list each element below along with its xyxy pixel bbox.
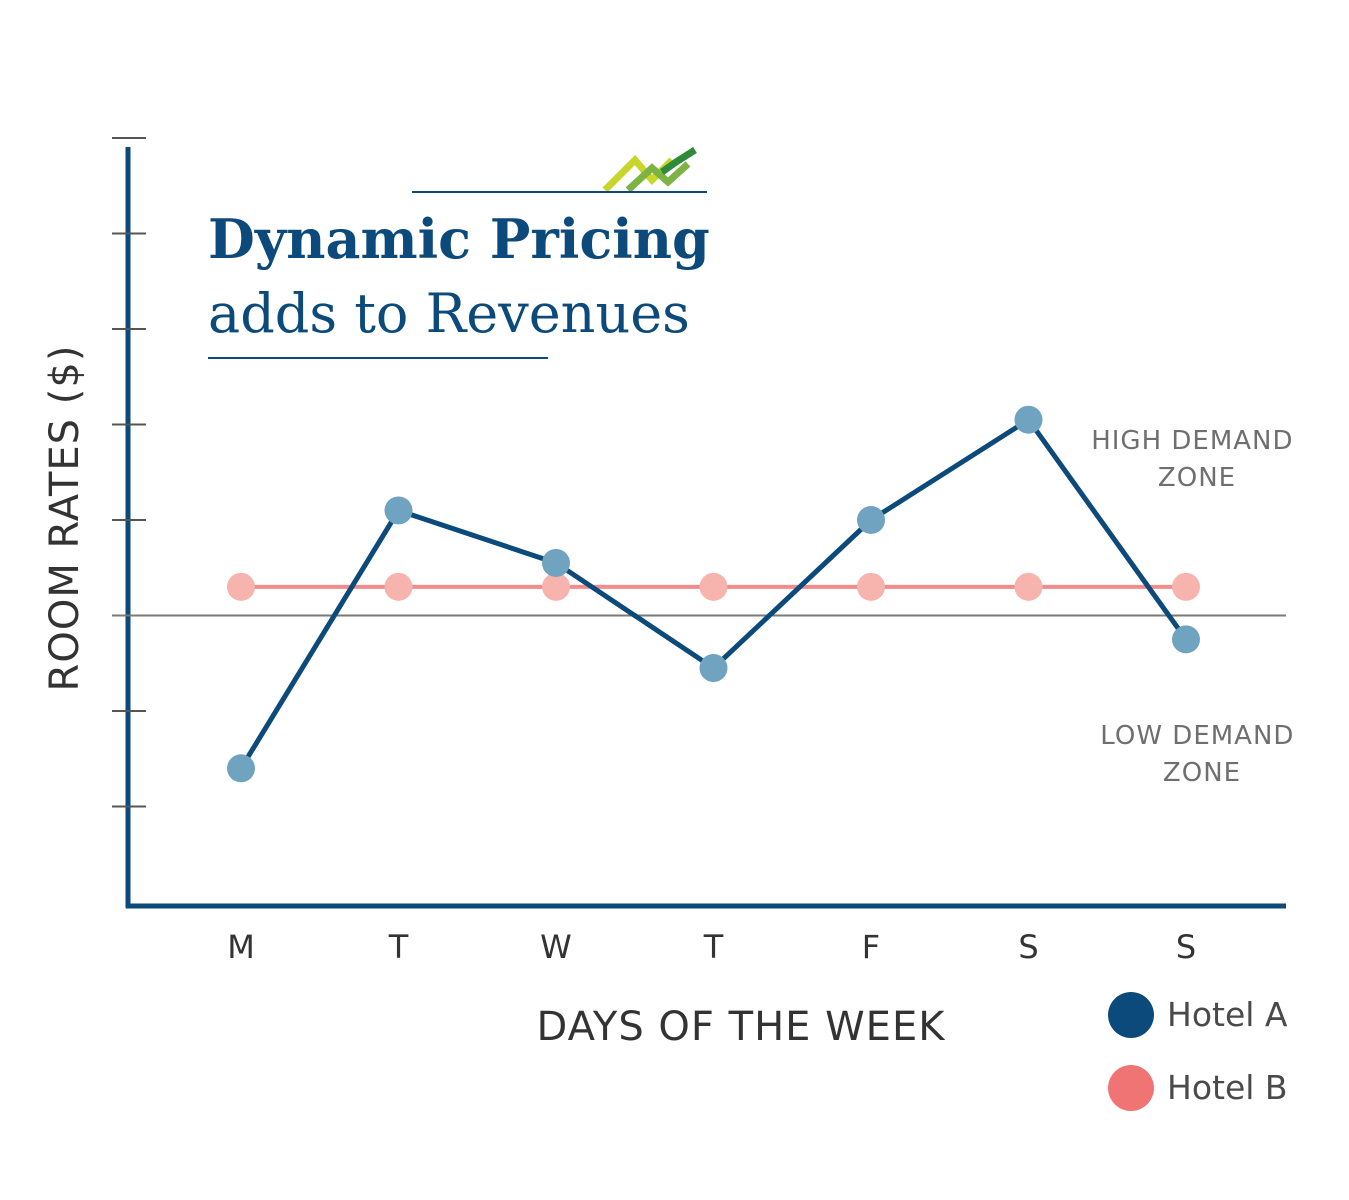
series-layer bbox=[227, 405, 1200, 783]
low-demand-zone-label: LOW DEMAND ZONE bbox=[1100, 721, 1303, 788]
data-point-hotel-a bbox=[384, 496, 413, 525]
high-demand-zone-label: HIGH DEMAND ZONE bbox=[1091, 426, 1303, 493]
data-point-hotel-b bbox=[542, 572, 570, 601]
high-demand-zone-line-2: ZONE bbox=[1158, 463, 1236, 493]
x-tick-label: W bbox=[540, 928, 572, 966]
legend-swatch-hotel-a bbox=[1108, 992, 1154, 1038]
x-axis-title: DAYS OF THE WEEK bbox=[537, 1004, 947, 1050]
data-point-hotel-a bbox=[699, 654, 728, 683]
data-point-hotel-b bbox=[384, 572, 413, 601]
data-point-hotel-b bbox=[857, 572, 885, 601]
x-tick-label: M bbox=[227, 928, 255, 966]
legend-label-hotel-a: Hotel A bbox=[1167, 995, 1288, 1034]
x-tick-label: S bbox=[1018, 928, 1038, 966]
low-demand-zone-line-1: LOW DEMAND bbox=[1100, 721, 1294, 751]
x-tick-label: S bbox=[1176, 928, 1196, 966]
high-demand-zone-line-1: HIGH DEMAND bbox=[1091, 426, 1293, 456]
data-point-hotel-b bbox=[1014, 572, 1043, 601]
data-point-hotel-a bbox=[542, 548, 570, 577]
data-point-hotel-b bbox=[1172, 572, 1200, 601]
series-hotel-b bbox=[227, 572, 1200, 601]
data-point-hotel-a bbox=[227, 754, 255, 783]
chart-subtitle: adds to Revenues bbox=[208, 282, 690, 345]
data-point-hotel-a bbox=[1172, 625, 1200, 654]
x-tick-label: F bbox=[862, 928, 880, 966]
legend-swatch-hotel-b bbox=[1108, 1065, 1154, 1111]
chart-title: Dynamic Pricing bbox=[208, 207, 710, 271]
legend-label-hotel-b: Hotel B bbox=[1167, 1068, 1288, 1107]
y-axis-title: ROOM RATES ($) bbox=[42, 345, 88, 692]
data-point-hotel-b bbox=[227, 572, 255, 601]
legend: Hotel A Hotel B bbox=[1108, 992, 1288, 1111]
data-point-hotel-a bbox=[1014, 405, 1043, 434]
data-point-hotel-b bbox=[699, 572, 728, 601]
trend-logo-icon bbox=[602, 147, 697, 193]
series-hotel-a bbox=[227, 405, 1200, 783]
low-demand-zone-line-2: ZONE bbox=[1163, 758, 1241, 788]
x-tick-label: T bbox=[703, 928, 724, 966]
data-point-hotel-a bbox=[857, 506, 885, 534]
x-tick-label: T bbox=[388, 928, 409, 966]
